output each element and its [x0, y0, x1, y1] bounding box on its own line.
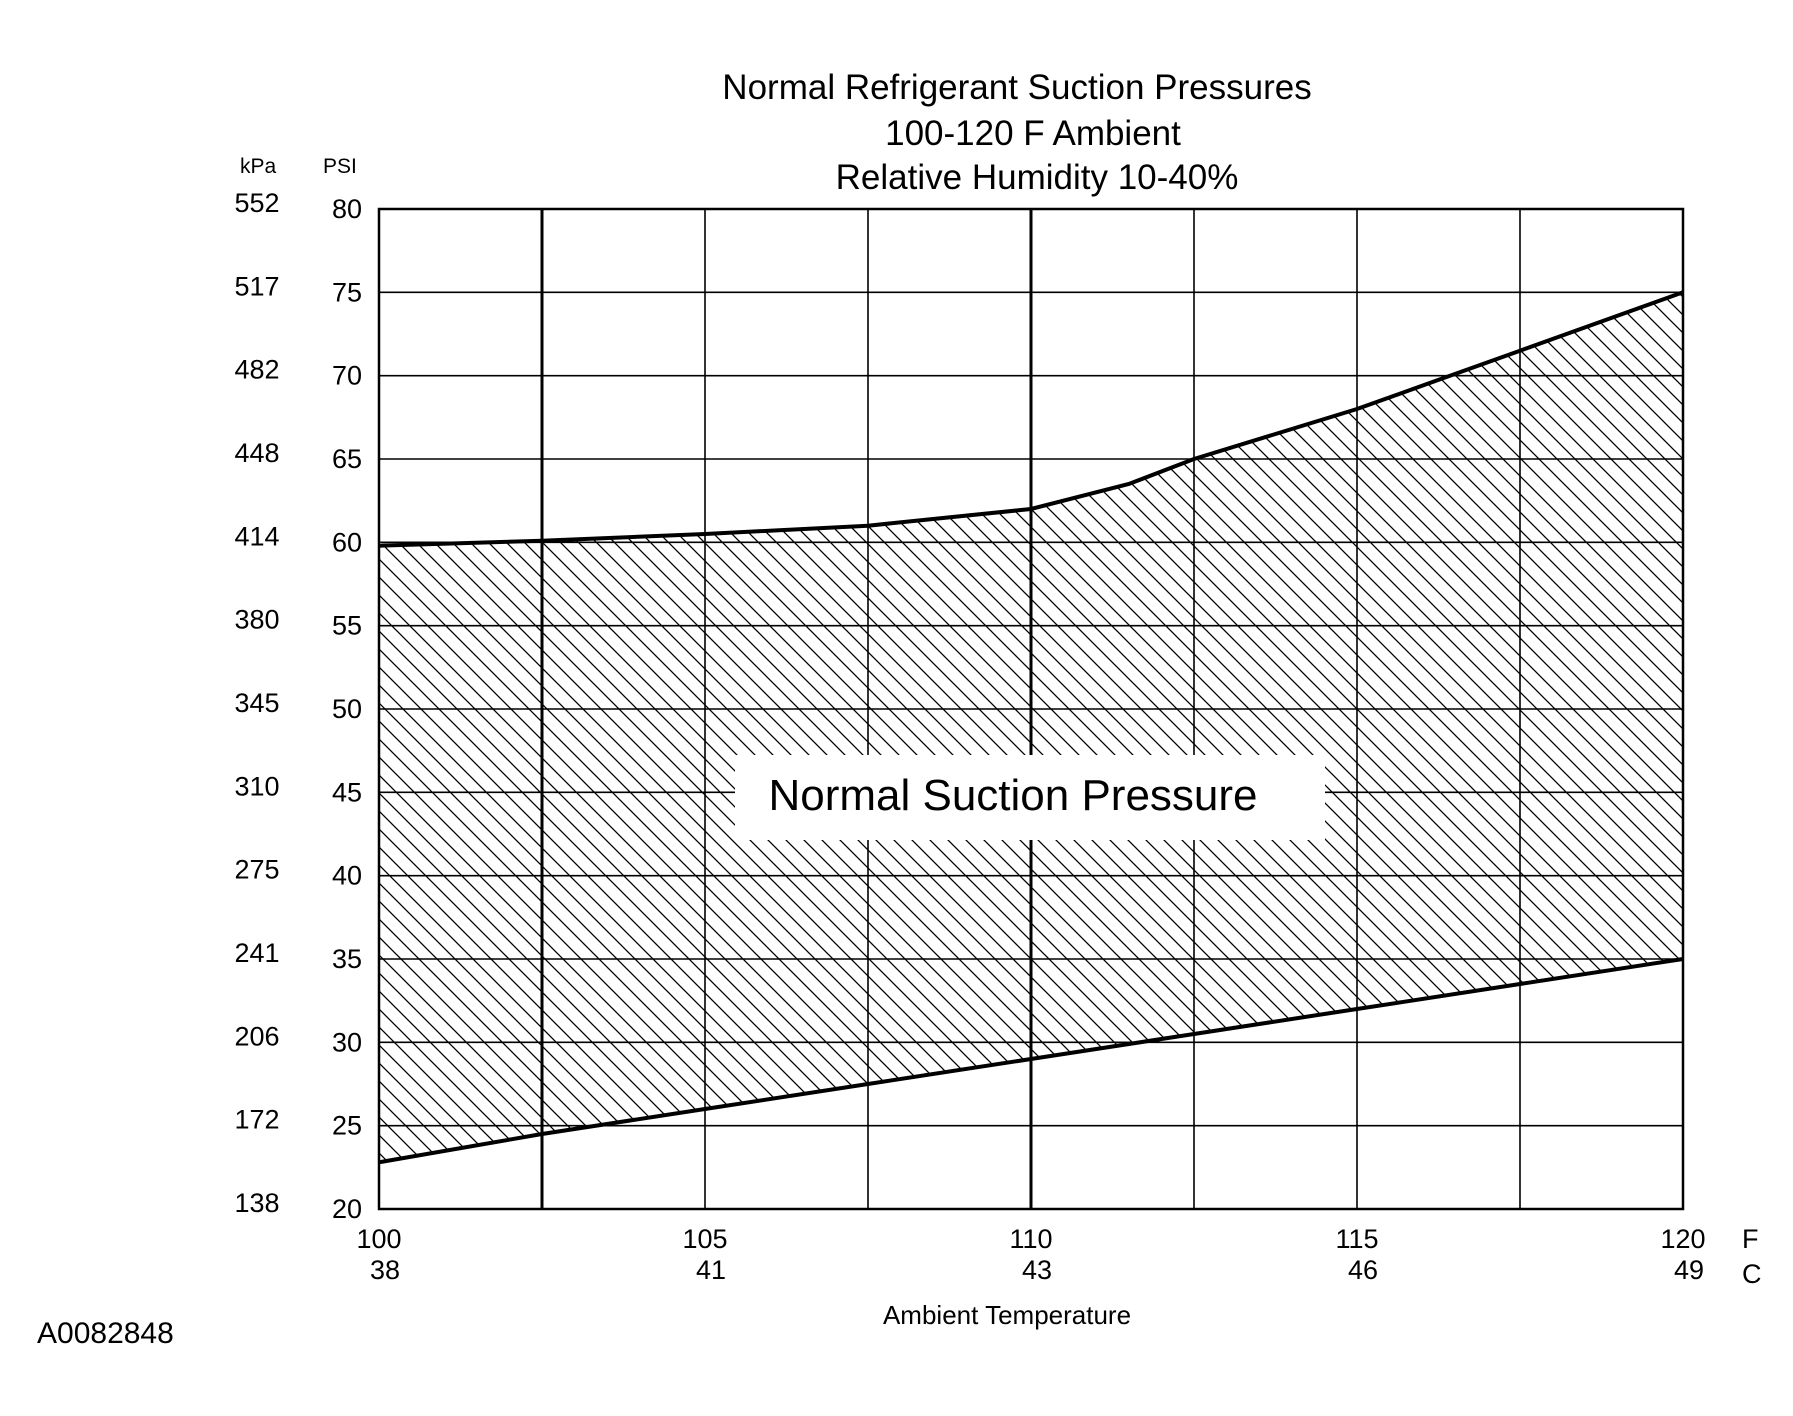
y-unit-kpa: kPa	[240, 155, 277, 178]
y-tick-label-kpa: 172	[234, 1105, 279, 1135]
x-tick-label-f: 115	[1335, 1224, 1378, 1254]
x-tick-label-c: 49	[1674, 1255, 1704, 1285]
y-tick-label-kpa: 552	[234, 188, 279, 218]
x-tick-label-c: 41	[696, 1255, 726, 1285]
x-tick-label-f: 100	[356, 1224, 401, 1254]
chart-title-line-2: 100-120 F Ambient	[885, 114, 1181, 153]
y-tick-label-psi: 40	[332, 861, 362, 891]
y-tick-label-psi: 45	[332, 777, 362, 807]
x-tick-label-f: 120	[1660, 1224, 1705, 1254]
band-label: Normal Suction Pressure	[768, 771, 1257, 820]
x-unit-c: C	[1742, 1259, 1762, 1289]
x-axis-title: Ambient Temperature	[883, 1300, 1131, 1330]
chart-title-line-3: Relative Humidity 10-40%	[836, 158, 1239, 197]
y-tick-label-kpa: 517	[234, 271, 279, 301]
x-tick-label-f: 110	[1009, 1224, 1052, 1254]
y-tick-label-kpa: 310	[234, 771, 279, 801]
y-tick-label-psi: 50	[332, 694, 362, 724]
y-tick-label-kpa: 380	[234, 605, 279, 635]
y-tick-label-psi: 80	[332, 194, 362, 224]
y-tick-label-psi: 60	[332, 527, 362, 557]
x-tick-label-c: 43	[1022, 1255, 1052, 1285]
lower-bound-line	[378, 957, 1684, 1165]
y-tick-label-psi: 35	[332, 944, 362, 974]
y-tick-label-kpa: 138	[234, 1188, 279, 1218]
y-tick-label-psi: 65	[332, 444, 362, 474]
y-tick-label-psi: 20	[332, 1194, 362, 1224]
y-tick-label-psi: 30	[332, 1027, 362, 1057]
band-label-background	[735, 755, 1325, 840]
plot-frame	[377, 207, 1685, 1211]
chart-title-line-1: Normal Refrigerant Suction Pressures	[722, 68, 1311, 107]
y-tick-label-kpa: 275	[234, 855, 279, 885]
vertical-gridlines	[540, 209, 1521, 1209]
y-tick-label-psi: 55	[332, 611, 362, 641]
y-tick-label-kpa: 345	[234, 688, 279, 718]
y-tick-label-psi: 70	[332, 361, 362, 391]
y-tick-label-kpa: 482	[234, 355, 279, 385]
y-tick-label-psi: 75	[332, 277, 362, 307]
y-tick-label-psi: 25	[332, 1111, 362, 1141]
x-unit-f: F	[1742, 1224, 1759, 1254]
x-tick-label-c: 38	[370, 1255, 400, 1285]
figure-id: A0082848	[37, 1317, 174, 1350]
upper-bound-line	[378, 290, 1684, 548]
y-unit-psi: PSI	[323, 155, 357, 178]
y-tick-label-kpa: 241	[234, 938, 279, 968]
x-tick-label-c: 46	[1348, 1255, 1378, 1285]
y-tick-labels: 20 138 25 172 30 206 35 241 40 275 45 310 50 345 55 380…	[234, 188, 362, 1224]
y-tick-label-kpa: 414	[234, 521, 279, 551]
x-tick-label-f: 105	[682, 1224, 727, 1254]
y-tick-label-kpa: 448	[234, 438, 279, 468]
y-tick-label-kpa: 206	[234, 1021, 279, 1051]
